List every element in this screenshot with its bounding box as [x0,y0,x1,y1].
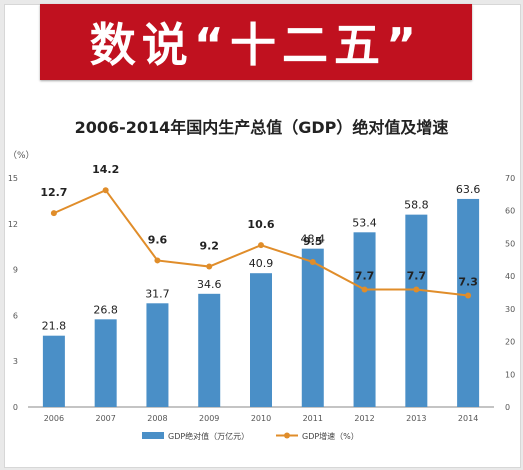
gdp-bar-label-2011: 48.4 [301,233,326,246]
y-right-tick-20: 20 [505,338,515,347]
y-left-tick-0: 0 [13,403,18,412]
growth-label-2010: 10.6 [247,218,274,231]
growth-point-2008 [154,257,161,264]
gdp-bar-label-2012: 53.4 [352,216,377,229]
gdp-bar-2008 [146,303,169,407]
gdp-bar-label-2010: 40.9 [249,257,274,270]
y-left-tick-6: 6 [13,311,18,320]
growth-label-2007: 14.2 [92,163,119,176]
y-right-tick-30: 30 [505,305,515,314]
chart-title: 2006-2014年国内生产总值（GDP）绝对值及增速 [74,118,449,137]
growth-point-2014 [465,292,472,299]
gdp-bar-labels: 21.8 26.8 31.7 34.6 40.9 48.4 53.4 58.8 63.6 [42,183,481,333]
growth-point-2007 [102,187,109,194]
gdp-bars [42,198,480,407]
gdp-bar-label-2009: 34.6 [197,278,222,291]
legend: GDP绝对值（万亿元） GDP增速（%） [142,431,359,441]
legend-line-label: GDP增速（%） [302,431,359,441]
x-tick-2010: 2010 [251,414,271,423]
gdp-bar-2014 [457,198,480,407]
y-left-tick-3: 3 [13,357,18,366]
x-tick-2009: 2009 [199,414,219,423]
x-tick-2006: 2006 [44,414,64,423]
growth-label-2011: 9.5 [303,235,323,248]
x-tick-2013: 2013 [406,414,426,423]
growth-point-2010 [258,242,264,249]
growth-label-2012: 7.7 [355,269,375,282]
gdp-bar-2012 [353,232,376,407]
growth-label-2008: 9.6 [148,233,168,246]
y-left-tick-9: 9 [13,266,18,275]
gdp-bar-2006 [42,335,65,407]
gdp-bar-label-2008: 31.7 [145,287,170,300]
gdp-bar-2010 [250,273,272,407]
y-left-tick-12: 12 [8,220,18,229]
y-right-ticks: 0 10 20 30 40 50 60 70 [505,174,515,412]
y-right-tick-10: 10 [505,370,515,379]
growth-label-2009: 9.2 [199,240,219,253]
gdp-bar-label-2013: 58.8 [404,199,429,212]
gdp-bar-2011 [301,248,324,407]
x-tick-2011: 2011 [303,414,323,423]
growth-line [50,187,472,299]
x-tick-2012: 2012 [354,414,374,423]
banner-title: 数说“十二五” [40,4,472,80]
y-left-axis-label: （%） [8,150,35,161]
legend-bar-label: GDP绝对值（万亿元） [168,431,249,441]
growth-point-2006 [50,210,57,217]
y-right-tick-70: 70 [505,174,515,183]
y-right-tick-60: 60 [505,207,515,216]
legend-line-marker [284,432,290,439]
gdp-bar-label-2007: 26.8 [93,303,118,316]
x-tick-2014: 2014 [458,414,478,423]
y-left-ticks: 0 3 6 9 12 15 [8,174,18,412]
gdp-bar-2013 [405,214,428,407]
growth-label-2013: 7.7 [407,269,427,282]
growth-label-2014: 7.3 [458,276,478,289]
growth-label-2006: 12.7 [40,186,67,199]
y-right-tick-0: 0 [505,403,510,412]
gdp-bar-2007 [94,319,117,407]
y-right-tick-40: 40 [505,272,515,281]
growth-point-2012 [361,286,368,293]
x-tick-2007: 2007 [95,414,115,423]
legend-bar-swatch [142,432,164,439]
y-left-tick-15: 15 [8,174,18,183]
growth-point-2011 [309,258,316,265]
growth-point-2013 [413,286,420,293]
gdp-bar-2009 [198,293,221,407]
growth-labels: 12.7 14.2 9.6 9.2 10.6 9.5 7.7 7.7 7.3 [40,163,478,288]
x-ticks: 2006 2007 2008 2009 2010 2011 2012 2013 2014 [44,414,479,423]
y-right-tick-50: 50 [505,239,515,248]
gdp-bar-label-2014: 63.6 [456,183,481,196]
x-tick-2008: 2008 [147,414,167,423]
growth-point-2009 [206,263,213,270]
gdp-bar-label-2006: 21.8 [42,320,67,333]
